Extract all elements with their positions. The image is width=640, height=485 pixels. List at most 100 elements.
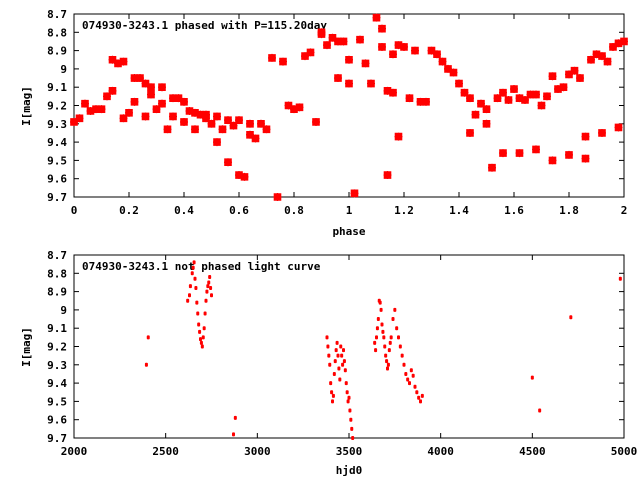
y-tick-label: 9.5 (47, 395, 67, 408)
x-tick-label: 0.2 (119, 204, 139, 217)
data-point (200, 344, 204, 349)
data-point (268, 53, 276, 62)
data-point (404, 371, 408, 376)
data-point (382, 335, 386, 340)
data-point (326, 344, 330, 349)
data-point (146, 335, 150, 340)
data-point (196, 311, 200, 316)
data-point (373, 340, 377, 345)
data-point (331, 399, 334, 404)
data-point (387, 348, 391, 353)
data-point (620, 37, 628, 46)
data-point (338, 377, 342, 382)
data-point (409, 368, 413, 373)
y-tick-label: 9.1 (47, 81, 67, 94)
data-point (202, 326, 206, 331)
data-point (190, 271, 194, 276)
data-point (130, 97, 139, 106)
data-point (603, 57, 612, 66)
data-point (380, 322, 384, 327)
data-point (356, 35, 364, 44)
data-point (565, 150, 573, 159)
y-tick-label: 9.6 (47, 414, 67, 427)
data-point (471, 110, 480, 119)
x-tick-label: 2 (621, 204, 628, 217)
data-point (328, 362, 332, 367)
data-point (233, 415, 237, 420)
data-point (209, 285, 213, 290)
data-point (402, 362, 406, 367)
data-point (325, 335, 329, 340)
data-point (488, 163, 496, 172)
data-point (391, 317, 395, 322)
x-tick-label: 0.8 (284, 204, 304, 217)
data-point (420, 393, 424, 398)
data-point (422, 97, 430, 106)
data-point (408, 381, 411, 386)
data-point (504, 96, 513, 105)
data-point (532, 145, 540, 154)
data-point (598, 128, 606, 137)
y-tick-label: 9.3 (47, 118, 67, 131)
x-axis-label: phase (332, 225, 365, 238)
x-tick-label: 2500 (152, 445, 179, 458)
data-point (295, 103, 304, 112)
data-point (180, 97, 188, 106)
data-point (375, 335, 378, 340)
data-point (336, 353, 340, 358)
data-point (345, 55, 353, 64)
data-point (342, 348, 345, 353)
y-tick-label: 8.8 (47, 267, 67, 280)
x-tick-label: 4500 (519, 445, 546, 458)
y-tick-label: 9.3 (47, 359, 67, 372)
data-point (335, 340, 339, 345)
x-tick-label: 0.4 (174, 204, 194, 217)
y-tick-label: 9.2 (47, 100, 67, 113)
data-point (323, 41, 331, 50)
data-point (388, 340, 392, 345)
data-point (279, 57, 287, 66)
y-tick-label: 9 (60, 63, 67, 76)
x-tick-label: 3000 (244, 445, 271, 458)
data-point (400, 42, 408, 51)
data-point (334, 348, 338, 353)
data-point (204, 298, 208, 303)
data-point (383, 344, 387, 349)
data-point (372, 13, 381, 22)
data-point (147, 83, 155, 92)
data-point (510, 85, 518, 94)
data-point (379, 307, 383, 312)
data-point (163, 125, 172, 134)
x-tick-label: 1.2 (394, 204, 414, 217)
data-point (158, 83, 166, 92)
data-point (340, 353, 344, 358)
data-point (218, 125, 227, 134)
data-point (349, 417, 353, 422)
data-point (147, 90, 155, 99)
data-point (334, 37, 342, 46)
data-point (395, 326, 399, 331)
data-point (548, 156, 557, 165)
data-point (188, 293, 191, 298)
data-point (205, 289, 209, 294)
data-point (207, 119, 216, 128)
data-point (438, 57, 447, 66)
data-point (141, 112, 150, 121)
y-tick-label: 8.8 (47, 26, 67, 39)
data-point (482, 105, 491, 114)
data-point (262, 125, 271, 134)
data-point (119, 57, 128, 66)
data-point (341, 362, 345, 367)
data-point (199, 337, 202, 342)
data-point (207, 280, 211, 285)
data-point (208, 274, 212, 279)
data-point (75, 114, 84, 123)
data-point (186, 298, 190, 303)
data-point (538, 408, 542, 413)
data-point (413, 384, 417, 389)
phased-light-curve-panel: 074930-3243.1 phased with P=115.20day ph… (20, 8, 628, 238)
x-tick-label: 1.6 (504, 204, 524, 217)
data-point (406, 377, 410, 382)
